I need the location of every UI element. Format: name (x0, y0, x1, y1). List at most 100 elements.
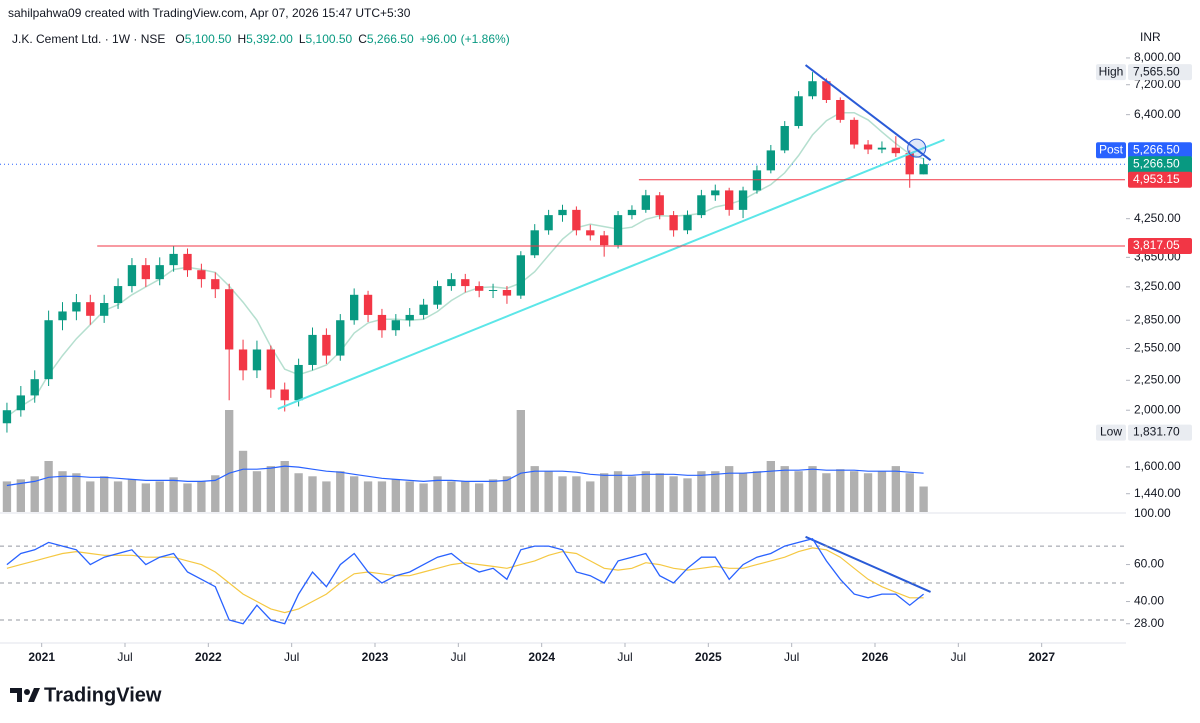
x-tick-label: Jul (617, 650, 632, 664)
volume-bar (697, 471, 706, 512)
brand-logo (10, 688, 40, 702)
x-tick-label: 2023 (362, 650, 389, 664)
volume-bar (183, 483, 192, 512)
y-tick-label: 4,250.00 (1134, 211, 1181, 225)
price-badge-name: High (1099, 64, 1124, 78)
candle-body (669, 215, 678, 231)
candle-body (558, 209, 567, 216)
volume-bar (808, 466, 817, 512)
legend-key: H (237, 32, 246, 46)
volume-bar (113, 481, 123, 512)
candle-body (294, 364, 303, 401)
legend-key: L (299, 32, 306, 46)
volume-bar (58, 471, 67, 512)
volume-bar (225, 410, 234, 512)
candle-body (363, 294, 373, 315)
candle-body (225, 289, 234, 350)
candle-body (252, 349, 262, 371)
candle-body (502, 290, 512, 296)
candle-body (641, 195, 650, 210)
price-badge-name-box (1096, 142, 1126, 159)
volume-bar (627, 476, 637, 512)
rsi-tick-label: 28.00 (1134, 616, 1164, 630)
volume-bar (780, 466, 789, 512)
candle-body (183, 253, 192, 271)
candle-body (752, 170, 762, 191)
x-tick-label: 2022 (195, 650, 222, 664)
candle-body (30, 379, 39, 396)
volume-bar (711, 471, 720, 512)
price-badge (1128, 424, 1192, 441)
candle-body (725, 190, 734, 210)
volume-bar (766, 461, 775, 512)
volume-bar (308, 476, 317, 512)
volume-bar (822, 473, 831, 512)
trendline (804, 64, 932, 161)
legend-value: 5,100.50 (185, 32, 232, 46)
candle-body (377, 314, 387, 331)
volume-bar (836, 469, 845, 512)
volume-bar (294, 473, 303, 512)
x-tick-label: Jul (784, 650, 799, 664)
logo-part (10, 688, 22, 702)
candle-body (600, 235, 609, 246)
legend-change: +96.00 (420, 32, 457, 46)
volume-bar (252, 471, 262, 512)
logo-part (28, 688, 40, 702)
volume-bar (322, 481, 331, 512)
candle-body (280, 389, 289, 401)
volume-bar (572, 476, 581, 512)
candle-body (697, 195, 706, 216)
price-badge (1128, 237, 1192, 254)
candle-body (488, 290, 498, 292)
candle-body (780, 126, 789, 151)
price-badge-name-box (1096, 424, 1126, 441)
candle-body (72, 302, 81, 312)
volume-bar (86, 481, 95, 512)
credit: sahilpahwa09 created with TradingView.co… (8, 6, 411, 20)
legend-symbol: J.K. Cement Ltd. · 1W · NSE (12, 32, 165, 46)
candle-body (100, 302, 109, 316)
price-badge-label: 5,266.50 (1133, 156, 1180, 170)
price-badge-name-box (1096, 64, 1126, 81)
candle-body (350, 294, 359, 321)
volume-bar (877, 471, 887, 512)
price-badge-label: 5,266.50 (1133, 142, 1180, 156)
candle-body (44, 320, 53, 380)
candle-body (738, 190, 748, 210)
candle-body (808, 81, 817, 97)
volume-bar (433, 476, 442, 512)
candle-body (197, 270, 206, 280)
candle-body (16, 395, 25, 411)
volume-bar (100, 476, 109, 512)
candle-body (447, 279, 456, 287)
candle-body (322, 334, 331, 356)
price-badge-label: 4,953.15 (1133, 172, 1180, 186)
candle-body (850, 119, 859, 145)
x-tick-label: 2027 (1028, 650, 1055, 664)
volume-bar (72, 473, 81, 512)
y-tick-label: 2,000.00 (1134, 402, 1181, 416)
legend-value: 5,100.50 (306, 32, 353, 46)
candle-body (86, 302, 95, 316)
volume-bar (600, 473, 609, 512)
legend-value: 5,392.00 (246, 32, 293, 46)
candle-body (391, 320, 400, 331)
candle-body (58, 311, 67, 321)
volume-bar (863, 473, 873, 512)
candle-body (141, 265, 150, 280)
volume-bar (363, 481, 373, 512)
volume-bar (919, 486, 928, 512)
volume-bar (155, 481, 164, 512)
candle-body (655, 195, 664, 216)
volume-bar (586, 481, 595, 512)
volume-bar (419, 483, 428, 512)
y-tick-label: 3,250.00 (1134, 279, 1181, 293)
candle-body (919, 164, 928, 175)
legend-key: C (358, 32, 367, 46)
volume-bar (377, 481, 387, 512)
circle-marker (907, 138, 927, 158)
volume-bar (641, 471, 650, 512)
